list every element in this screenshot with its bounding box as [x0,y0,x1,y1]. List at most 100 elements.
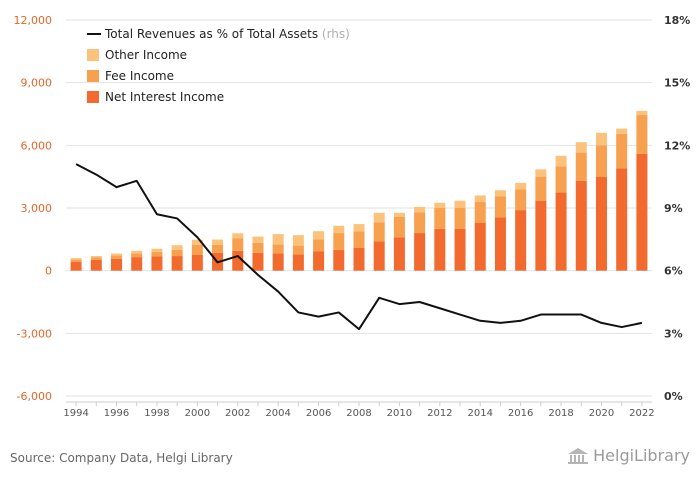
bar-fee-income-2008 [353,231,365,248]
bar-fee-income-2012 [434,208,446,229]
bar-net-interest-income-2006 [313,251,325,271]
x-tick-label: 2018 [548,408,573,419]
y-tick-label-left: 12,000 [14,14,53,27]
bar-other-income-2015 [494,190,506,197]
x-tick-label: 2000 [185,408,210,419]
bar-net-interest-income-1999 [171,256,183,271]
legend-label-other-income: Other Income [105,48,187,62]
bar-fee-income-2013 [454,208,466,229]
legend-swatch-fee-income [87,70,99,82]
bar-other-income-2013 [454,200,466,208]
bar-other-income-1998 [151,248,163,252]
legend-rhs-suffix: (rhs) [322,27,350,41]
bar-net-interest-income-2011 [414,233,426,271]
bar-net-interest-income-1997 [131,257,143,271]
bar-net-interest-income-2008 [353,247,365,271]
bar-other-income-1997 [131,250,143,254]
bar-fee-income-2004 [272,244,284,254]
bar-fee-income-2006 [313,239,325,252]
bar-other-income-2003 [252,236,264,243]
y-tick-label-left: 9,000 [21,77,53,90]
bar-other-income-2004 [272,234,284,245]
bar-net-interest-income-2002 [232,250,244,271]
bar-other-income-2002 [232,233,244,239]
bar-other-income-1999 [171,245,183,250]
bar-other-income-2007 [333,225,345,234]
x-tick-label: 1998 [144,408,169,419]
x-tick-label: 2006 [306,408,331,419]
bar-fee-income-2018 [555,166,567,193]
x-tick-label: 2020 [589,408,614,419]
bar-fee-income-2010 [393,216,405,238]
bar-net-interest-income-2018 [555,192,567,271]
bar-other-income-2018 [555,155,567,167]
line-total-revenues-pct-assets [75,163,643,331]
bar-other-income-2017 [535,169,547,177]
bar-net-interest-income-2021 [616,168,628,271]
brand-logo: HelgiLibrary [567,446,690,465]
x-tick-label: 2016 [508,408,533,419]
bar-fee-income-1999 [171,249,183,257]
bar-fee-income-1994 [70,259,82,262]
bar-fee-income-2015 [494,196,506,218]
bar-other-income-2000 [191,239,203,245]
bar-net-interest-income-2017 [535,200,547,271]
x-tick-label: 2008 [346,408,371,419]
y-tick-label-left: 3,000 [21,202,53,215]
bar-net-interest-income-1998 [151,256,163,271]
bar-other-income-2019 [575,142,587,153]
x-tick-label: 2010 [387,408,412,419]
bar-fee-income-1998 [151,251,163,257]
bar-fee-income-2016 [515,189,527,211]
bar-other-income-2001 [212,239,224,245]
bar-fee-income-2020 [595,145,607,177]
chart: -6,000 0% -3,000 3% 0 6% 3,000 9% 6,000 12% 9,000 1… [14,14,691,419]
bar-other-income-1996 [111,253,123,256]
x-tick-label: 2004 [265,408,290,419]
bar-net-interest-income-1996 [111,258,123,271]
y-tick-label-right: 3% [664,327,683,340]
bar-net-interest-income-2003 [252,252,264,271]
y-tick-label-left: 6,000 [21,139,53,152]
x-tick-label: 2022 [629,408,654,419]
bar-net-interest-income-2013 [454,228,466,271]
bar-fee-income-2005 [292,245,304,255]
x-tick-label: 2012 [427,408,452,419]
bar-net-interest-income-2015 [494,217,506,271]
x-tick-label: 1994 [63,408,88,419]
bar-other-income-1995 [90,256,102,258]
bar-net-interest-income-2014 [474,222,486,271]
bar-net-interest-income-1994 [70,261,82,271]
bar-fee-income-2021 [616,133,628,169]
bar-net-interest-income-2005 [292,254,304,271]
bar-fee-income-2017 [535,176,547,201]
x-tick-label: 1996 [104,408,129,419]
y-tick-label-right: 6% [664,265,683,278]
brand-name: HelgiLibrary [593,446,690,465]
bar-other-income-2012 [434,202,446,208]
y-tick-label-right: 0% [664,390,683,403]
bar-fee-income-2011 [414,212,426,234]
bar-fee-income-2002 [232,238,244,251]
bar-other-income-2020 [595,132,607,146]
bar-other-income-2011 [414,206,426,213]
bar-net-interest-income-2022 [636,153,648,271]
bar-fee-income-2001 [212,244,224,253]
y-tick-label-left: 0 [45,265,52,278]
bar-net-interest-income-2020 [595,176,607,271]
bar-net-interest-income-2004 [272,253,284,271]
bar-other-income-2016 [515,182,527,190]
bar-fee-income-2022 [636,115,648,154]
bar-fee-income-1995 [90,257,102,260]
bar-other-income-1994 [70,258,82,260]
legend-label-line: Total Revenues as % of Total Assets (rhs… [104,27,350,41]
y-tick-label-left: -6,000 [17,390,52,403]
bar-net-interest-income-2000 [191,255,203,271]
bar-net-interest-income-2010 [393,237,405,271]
x-tick-label: 2002 [225,408,250,419]
y-tick-label-right: 15% [664,77,690,90]
bar-fee-income-2000 [191,244,203,255]
legend-label-fee-income: Fee Income [105,69,174,83]
bar-other-income-2006 [313,231,325,240]
y-tick-label-right: 18% [664,14,690,27]
